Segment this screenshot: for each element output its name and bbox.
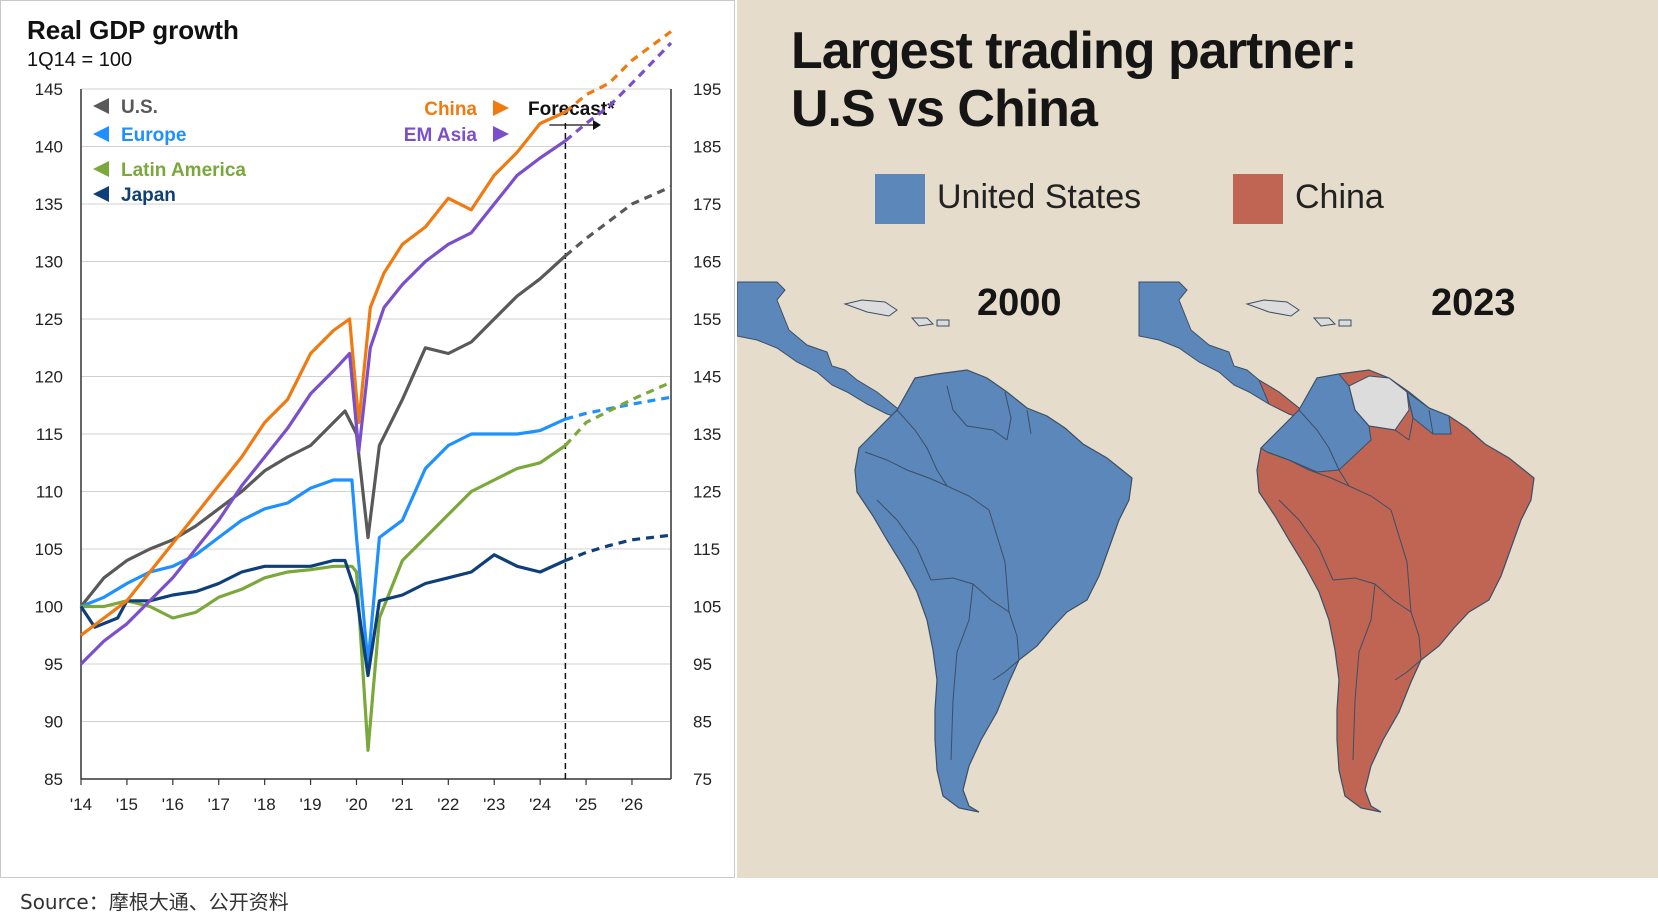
chart-title: Real GDP growth bbox=[27, 15, 239, 45]
y-left-tick-label: 85 bbox=[44, 770, 63, 789]
y-right-tick-label: 185 bbox=[693, 138, 721, 157]
trade-map-panel: Largest trading partner: U.S vs China Un… bbox=[737, 0, 1658, 878]
x-tick-label: '20 bbox=[345, 795, 367, 814]
y-right-tick-label: 85 bbox=[693, 713, 712, 732]
y-left-tick-label: 95 bbox=[44, 655, 63, 674]
x-tick-label: '26 bbox=[621, 795, 643, 814]
forecast-label: Forecast* bbox=[528, 99, 615, 120]
legend-marker-japan bbox=[93, 186, 109, 202]
y-right-tick-label: 175 bbox=[693, 195, 721, 214]
y-left-tick-label: 90 bbox=[44, 713, 63, 732]
legend-marker-em-asia bbox=[493, 126, 509, 142]
map-title-line2: U.S vs China bbox=[791, 80, 1098, 138]
chart-subtitle: 1Q14 = 100 bbox=[27, 49, 133, 71]
legend-swatch-united-states bbox=[875, 174, 925, 224]
y-left-tick-label: 135 bbox=[35, 195, 63, 214]
y-left-tick-label: 100 bbox=[35, 598, 63, 617]
legend-label-em-asia: EM Asia bbox=[404, 125, 478, 146]
series-line-china bbox=[80, 110, 567, 637]
y-right-tick-label: 125 bbox=[693, 483, 721, 502]
x-tick-label: '21 bbox=[391, 795, 413, 814]
y-right-tick-label: 135 bbox=[693, 425, 721, 444]
x-tick-label: '24 bbox=[529, 795, 551, 814]
series-forecast-japan bbox=[564, 533, 672, 562]
legend-marker-europe bbox=[93, 126, 109, 142]
y-left-tick-label: 125 bbox=[35, 310, 63, 329]
series-line-europe bbox=[80, 417, 567, 666]
y-right-tick-label: 115 bbox=[693, 540, 720, 559]
legend-label-europe: Europe bbox=[121, 125, 186, 146]
x-tick-label: '19 bbox=[299, 795, 321, 814]
source-note: Source：摩根大通、公开资料 bbox=[20, 890, 289, 914]
gdp-chart-svg: 85 90 95 100 105 110 115 120 125 130 135 140 145 75 85… bbox=[35, 30, 721, 814]
x-tick-label: '14 bbox=[70, 795, 92, 814]
y-right-tick-label: 95 bbox=[693, 655, 712, 674]
legend-label-china: China bbox=[424, 99, 477, 120]
series-line-japan bbox=[79, 553, 567, 678]
legend-label-china: China bbox=[1295, 178, 1384, 216]
forecast-arrow-head bbox=[593, 120, 601, 130]
series-line-u-s- bbox=[79, 254, 567, 608]
map-2000 bbox=[737, 281, 1133, 813]
y-right-tick-label: 155 bbox=[693, 310, 721, 329]
y-left-tick-label: 140 bbox=[35, 138, 63, 157]
maps-svg bbox=[737, 281, 1535, 813]
series-line-latin-america bbox=[81, 444, 567, 752]
y-left-tick-label: 120 bbox=[35, 368, 63, 387]
y-right-tick-label: 195 bbox=[693, 80, 721, 99]
legend-marker-u-s- bbox=[93, 98, 109, 114]
series-forecast-china bbox=[564, 30, 672, 114]
x-tick-label: '17 bbox=[208, 795, 230, 814]
y-right-tick-label: 145 bbox=[693, 368, 721, 387]
series-forecast-u-s- bbox=[564, 185, 672, 258]
y-left-tick-label: 130 bbox=[35, 253, 63, 272]
y-left-tick-label: 115 bbox=[36, 425, 63, 444]
map-2023 bbox=[1138, 281, 1535, 813]
legend-label-latin-america: Latin America bbox=[121, 160, 246, 181]
y-right-tick-label: 75 bbox=[693, 770, 712, 789]
y-left-tick-label: 105 bbox=[35, 540, 63, 559]
series-forecast-em-asia bbox=[564, 41, 673, 143]
year-label-2023: 2023 bbox=[1431, 282, 1516, 324]
legend-swatch-china bbox=[1233, 174, 1283, 224]
series-forecast-latin-america bbox=[564, 380, 672, 447]
year-label-2000: 2000 bbox=[977, 282, 1062, 324]
map-title: Largest trading partner: U.S vs China bbox=[791, 22, 1357, 138]
legend-label-japan: Japan bbox=[121, 185, 176, 206]
y-left-tick-label: 110 bbox=[36, 483, 63, 502]
y-right-tick-label: 105 bbox=[693, 598, 721, 617]
series-line-em-asia bbox=[79, 139, 567, 666]
legend-marker-china bbox=[493, 100, 509, 116]
x-tick-label: '25 bbox=[575, 795, 597, 814]
y-left-tick-label: 145 bbox=[35, 80, 63, 99]
series-forecast-europe bbox=[564, 395, 672, 421]
legend-label-united-states: United States bbox=[937, 178, 1142, 216]
x-tick-label: '22 bbox=[437, 795, 459, 814]
map-title-line1: Largest trading partner: bbox=[791, 22, 1357, 80]
legend-label-u-s-: U.S. bbox=[121, 97, 158, 118]
legend-marker-latin-america bbox=[93, 161, 109, 177]
x-tick-label: '18 bbox=[254, 795, 276, 814]
x-tick-label: '15 bbox=[116, 795, 138, 814]
x-tick-label: '23 bbox=[483, 795, 505, 814]
gdp-chart-panel: 85 90 95 100 105 110 115 120 125 130 135 140 145 75 85… bbox=[0, 0, 735, 878]
x-tick-label: '16 bbox=[162, 795, 184, 814]
y-right-tick-label: 165 bbox=[693, 253, 721, 272]
